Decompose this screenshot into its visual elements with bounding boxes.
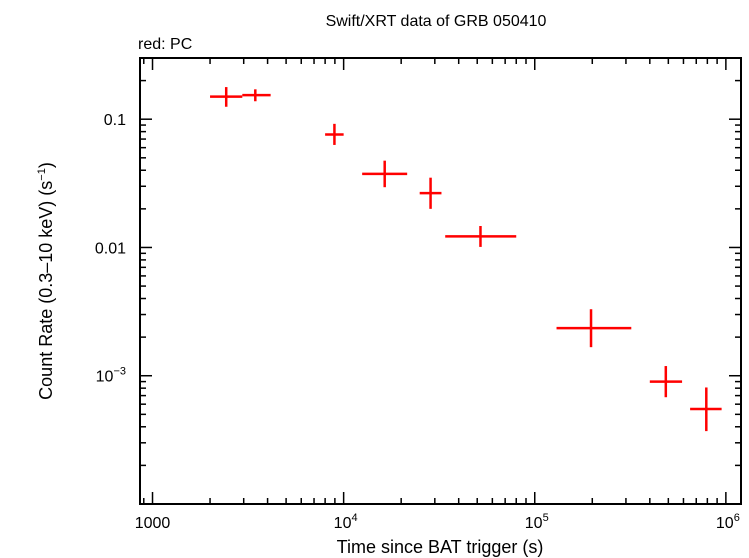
y-tick-label: 0.1 [104, 112, 126, 129]
x-axis-label: Time since BAT trigger (s) [337, 537, 544, 557]
data-point [210, 87, 243, 107]
plot-frame [139, 57, 742, 505]
x-tick-label: 104 [334, 512, 358, 532]
data-series [210, 87, 722, 432]
data-point [419, 177, 442, 209]
y-axis-label-sup: −1 [36, 168, 48, 181]
data-point [362, 160, 408, 188]
axis-tick-labels: 1000 104 105 106 0.1 0.01 10−3 [95, 112, 740, 532]
x-tick-label: 105 [525, 512, 549, 532]
chart-subtitle: red: PC [138, 36, 192, 53]
y-axis-label-tail: ) [36, 162, 56, 168]
axis-ticks [140, 58, 741, 505]
data-point [690, 387, 722, 432]
y-tick-label: 0.01 [95, 240, 126, 257]
data-point [556, 309, 632, 348]
y-tick-label: 10−3 [96, 366, 126, 386]
x-tick-label: 1000 [135, 515, 171, 532]
y-axis-label-main: Count Rate (0.3–10 keV) (s [36, 181, 56, 400]
x-tick-label: 106 [716, 512, 740, 532]
data-point [649, 366, 683, 398]
data-point [325, 123, 344, 145]
data-point [445, 226, 517, 247]
chart-title: Swift/XRT data of GRB 050410 [326, 13, 547, 30]
y-axis-label: Count Rate (0.3–10 keV) (s−1) [36, 162, 56, 400]
data-point [242, 89, 271, 102]
